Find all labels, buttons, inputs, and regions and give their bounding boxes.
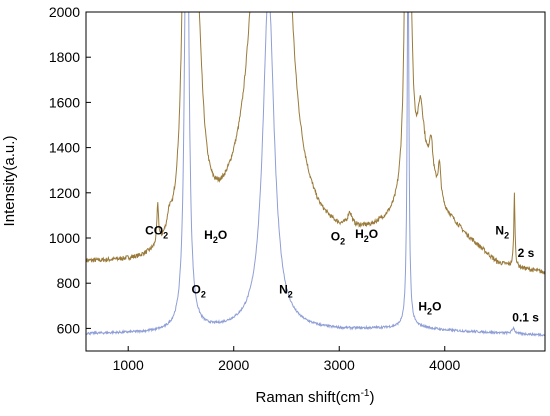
x-axis-label-sup: -1: [361, 388, 370, 399]
x-axis-label-end: ): [369, 389, 374, 406]
annotation-4-sub: 2: [340, 236, 345, 246]
annotation-2-text: O: [192, 282, 201, 296]
x-tick-label-0: 1000: [113, 357, 144, 373]
series-layer: [86, 12, 545, 338]
annotation-5-sub: 2: [364, 234, 369, 244]
x-axis-label-main: Raman shift(cm: [256, 389, 361, 406]
annotation-3-sub: 2: [288, 289, 293, 299]
y-tick-label-6: 1800: [49, 49, 80, 65]
y-tick-label-7: 2000: [49, 4, 80, 20]
annotation-6: H2O: [418, 299, 441, 316]
annotation-6-sub: 2: [427, 306, 432, 316]
x-axis-label: Raman shift(cm-1): [256, 388, 375, 406]
y-axis-label: Intensity(a.u.): [1, 136, 18, 227]
y-tick-label-1: 800: [57, 275, 81, 291]
x-tick-label-2: 3000: [324, 357, 355, 373]
annotation-1: H2O: [204, 228, 227, 245]
annotation-0: CO2: [145, 224, 168, 241]
plot-frame: [85, 11, 546, 352]
x-tick-label-3: 4000: [429, 357, 460, 373]
y-tick-label-2: 1000: [49, 230, 80, 246]
annotation-5-tail: O: [369, 227, 378, 241]
y-tick-label-4: 1400: [49, 140, 80, 156]
annotation-7-sub: 2: [504, 231, 509, 241]
annotation-2-sub: 2: [201, 289, 206, 299]
series-line-1: [86, 12, 545, 338]
annotation-6-tail: O: [432, 299, 441, 313]
annotation-9: 0.1 s: [512, 311, 539, 325]
annotation-4-text: O: [331, 229, 340, 243]
y-tick-label-5: 1600: [49, 94, 80, 110]
annotation-5: H2O: [355, 227, 378, 244]
annotation-7: N2: [495, 224, 509, 241]
y-tick-label-0: 600: [57, 320, 81, 336]
annotation-1-tail: O: [218, 228, 227, 242]
annotation-0-sub: 2: [163, 231, 168, 241]
annotation-1-text: H: [204, 228, 213, 242]
annotation-8: 2 s: [518, 246, 535, 260]
annotation-8-text: 2 s: [518, 246, 535, 260]
annotation-0-text: CO: [145, 224, 163, 238]
annotation-3-text: N: [279, 282, 288, 296]
annotation-7-text: N: [495, 224, 504, 238]
annotation-4: O2: [331, 229, 345, 246]
annotation-2: O2: [192, 282, 206, 299]
series-line-0: [86, 12, 545, 275]
y-tick-label-3: 1200: [49, 185, 80, 201]
annotation-5-text: H: [355, 227, 364, 241]
annotation-6-text: H: [418, 299, 427, 313]
annotation-1-sub: 2: [213, 235, 218, 245]
annotation-3: N2: [279, 282, 293, 299]
x-tick-label-1: 2000: [218, 357, 249, 373]
annotation-9-text: 0.1 s: [512, 311, 539, 325]
ticks-layer: 1000 2000 3000 4000 600 800 1000 1200 1400 1600 18…: [49, 4, 461, 373]
